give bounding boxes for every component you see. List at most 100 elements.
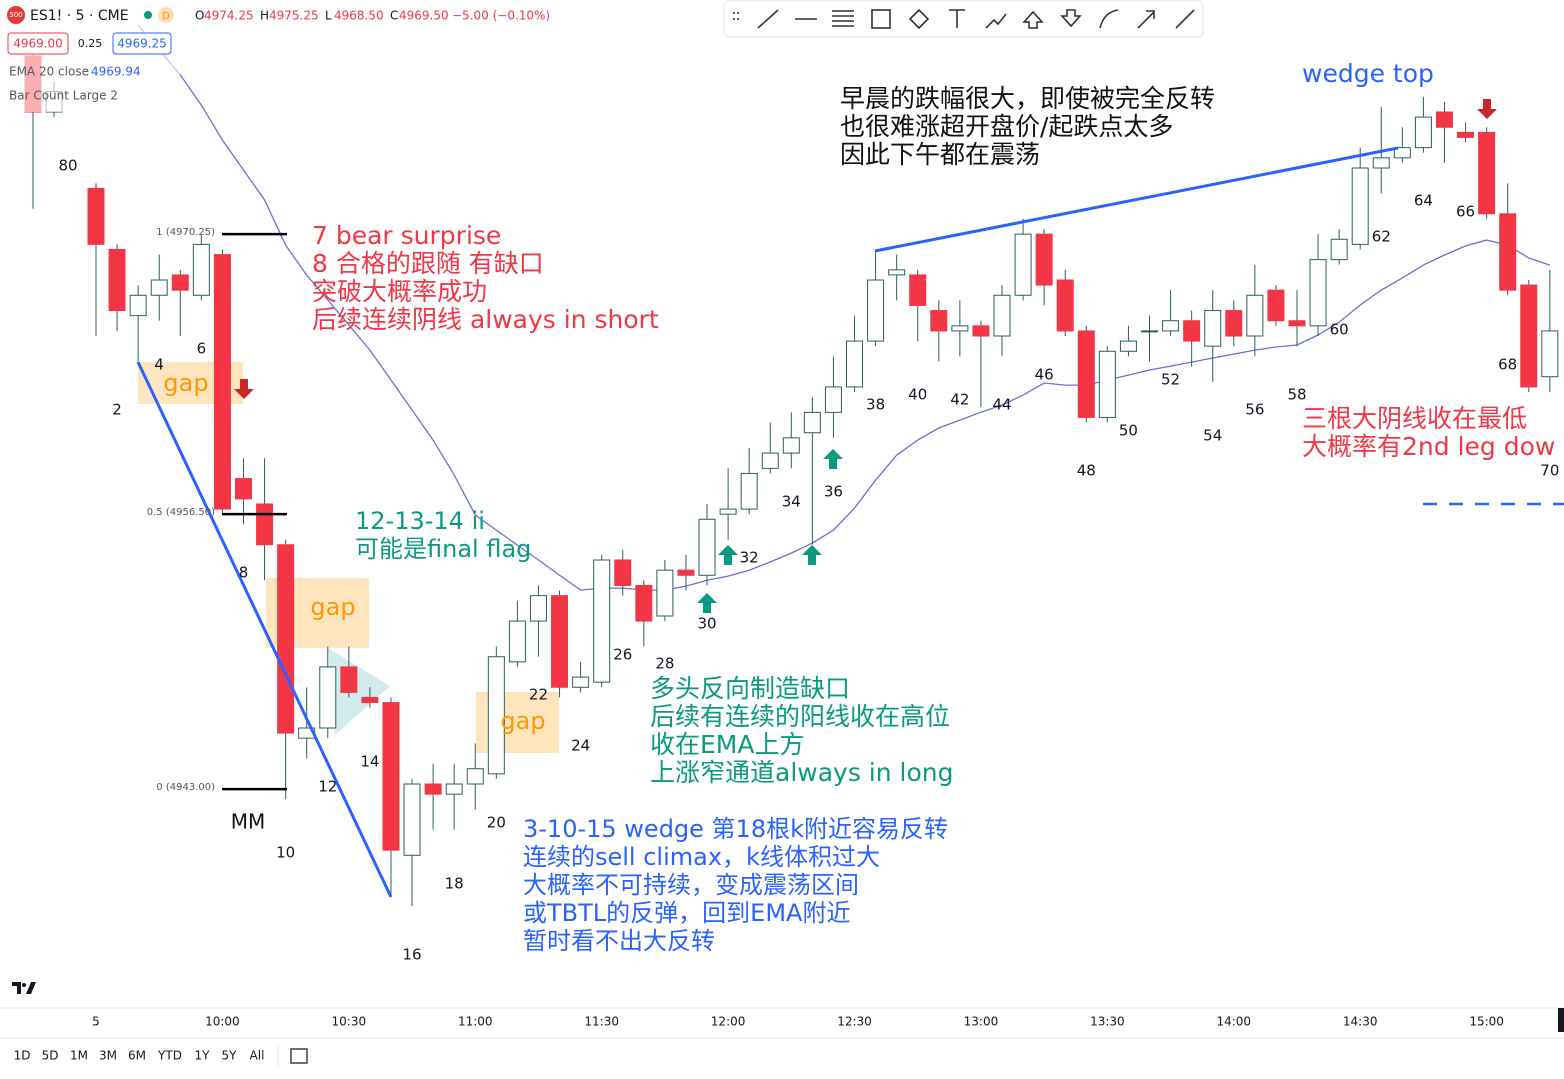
bar-number: 6 bbox=[197, 340, 207, 358]
candle-body bbox=[782, 437, 800, 454]
range-button[interactable]: 1Y bbox=[195, 1049, 211, 1063]
range-button[interactable]: 5Y bbox=[222, 1049, 238, 1063]
bar-number: 24 bbox=[571, 737, 590, 755]
x-tick-label: 11:30 bbox=[584, 1015, 619, 1029]
up-arrows bbox=[697, 449, 843, 613]
range-button[interactable]: YTD bbox=[157, 1049, 182, 1063]
candle-body bbox=[424, 783, 442, 795]
date-range-icon[interactable] bbox=[290, 1048, 308, 1064]
tool-trend[interactable] bbox=[757, 9, 779, 29]
flag-bg bbox=[158, 7, 174, 23]
ohlc-key: H bbox=[260, 9, 269, 23]
candle-body bbox=[1435, 111, 1453, 128]
candle-body bbox=[867, 279, 885, 342]
candle-body bbox=[171, 274, 189, 291]
bar-number: 18 bbox=[445, 875, 464, 893]
bar-number: 58 bbox=[1287, 386, 1306, 404]
candle-body bbox=[572, 676, 590, 688]
gap-label: gap bbox=[500, 707, 545, 735]
range-button[interactable]: 3M bbox=[99, 1049, 117, 1063]
candle-body bbox=[487, 656, 505, 775]
bar-number: 30 bbox=[697, 615, 716, 633]
up-arrow bbox=[718, 545, 738, 565]
candle-body bbox=[1141, 330, 1158, 333]
tool-short[interactable] bbox=[1060, 9, 1082, 28]
annotation: wedge top bbox=[1302, 59, 1434, 88]
tool-long[interactable] bbox=[1022, 10, 1044, 29]
candle-body bbox=[909, 274, 927, 306]
tool-arrow[interactable] bbox=[1137, 10, 1155, 29]
x-tick-label: 10:00 bbox=[205, 1015, 240, 1029]
candle-body bbox=[508, 620, 526, 663]
tool-rect[interactable] bbox=[871, 9, 891, 29]
annotation: 后续有连续的阳线收在高位 bbox=[650, 702, 950, 731]
bar-number: 28 bbox=[655, 655, 674, 673]
tool-text[interactable] bbox=[949, 9, 965, 28]
x-tick-label: 12:30 bbox=[837, 1015, 872, 1029]
bar-count-legend: Bar Count Large 2 bbox=[9, 89, 118, 103]
logo-dot bbox=[22, 983, 26, 987]
annotation: 也很难涨超开盘价/起跌点太多 bbox=[840, 112, 1173, 141]
up-arrow bbox=[823, 449, 843, 469]
range-button[interactable]: 1D bbox=[14, 1049, 31, 1063]
fib-label: 1 (4970.25) bbox=[156, 227, 215, 238]
candle-body bbox=[1288, 320, 1306, 327]
ohlc-value: 4968.50 bbox=[334, 9, 384, 23]
ohlc-value: 4974.25 bbox=[204, 9, 254, 23]
range-button[interactable]: 1M bbox=[70, 1049, 88, 1063]
candle-body bbox=[1499, 213, 1517, 291]
candle-body bbox=[129, 294, 147, 317]
tool-ray[interactable] bbox=[1175, 9, 1195, 29]
ohlc-value: 4969.50 bbox=[399, 9, 449, 23]
candle-body bbox=[1541, 330, 1559, 378]
bar-number: 68 bbox=[1498, 356, 1517, 374]
candle-body bbox=[1393, 147, 1411, 159]
badge-text: 500 bbox=[9, 11, 22, 19]
bar-number: 38 bbox=[866, 396, 885, 414]
range-button[interactable]: 6M bbox=[128, 1049, 146, 1063]
up-arrow bbox=[697, 593, 717, 613]
bar-number: 80 bbox=[58, 157, 77, 175]
tool-path[interactable] bbox=[985, 13, 1007, 29]
candle-body bbox=[930, 310, 948, 332]
bar-number: 36 bbox=[824, 483, 843, 501]
fib-label: 0 (4943.00) bbox=[156, 782, 215, 793]
legend-backdrop bbox=[0, 0, 180, 112]
candle-body bbox=[719, 508, 737, 515]
candle-body bbox=[277, 544, 295, 734]
ask-box[interactable] bbox=[112, 32, 172, 55]
tool-curve[interactable] bbox=[1099, 9, 1119, 29]
ohlc-value: 4975.25 bbox=[269, 9, 319, 23]
annotation: 暂时看不出大反转 bbox=[523, 927, 715, 955]
bid-box[interactable] bbox=[7, 32, 69, 55]
candle-body bbox=[1309, 259, 1327, 327]
ohlc-key: O bbox=[195, 9, 204, 23]
candle-body bbox=[656, 569, 674, 617]
tool-channel[interactable] bbox=[832, 10, 854, 27]
bar-number: 16 bbox=[403, 946, 422, 964]
candle-body bbox=[108, 248, 126, 312]
ema-line bbox=[137, 24, 1551, 591]
tv-logo bbox=[12, 982, 36, 994]
candle-body bbox=[361, 696, 379, 704]
candle-body bbox=[529, 595, 547, 622]
mm-label: MM bbox=[231, 810, 266, 834]
candle-body bbox=[1035, 233, 1053, 286]
candle-body bbox=[403, 783, 421, 856]
bar-number: 56 bbox=[1245, 401, 1264, 419]
calendar[interactable] bbox=[290, 1048, 308, 1064]
x-tick-label: 15:00 bbox=[1469, 1015, 1504, 1029]
candle-body bbox=[698, 518, 716, 576]
bar-number: 66 bbox=[1456, 203, 1475, 221]
range-button[interactable]: 5D bbox=[42, 1049, 59, 1063]
range-button[interactable]: All bbox=[250, 1049, 265, 1063]
candle-body bbox=[1246, 294, 1264, 337]
annotation: 因此下午都在震荡 bbox=[840, 140, 1040, 169]
tool-poly[interactable] bbox=[908, 8, 930, 30]
x-tick-label: 14:30 bbox=[1343, 1015, 1378, 1029]
symbol[interactable]: ES1! · 5 · CME bbox=[30, 8, 129, 24]
grip bbox=[733, 12, 739, 20]
scroll-marker bbox=[1558, 1008, 1564, 1032]
